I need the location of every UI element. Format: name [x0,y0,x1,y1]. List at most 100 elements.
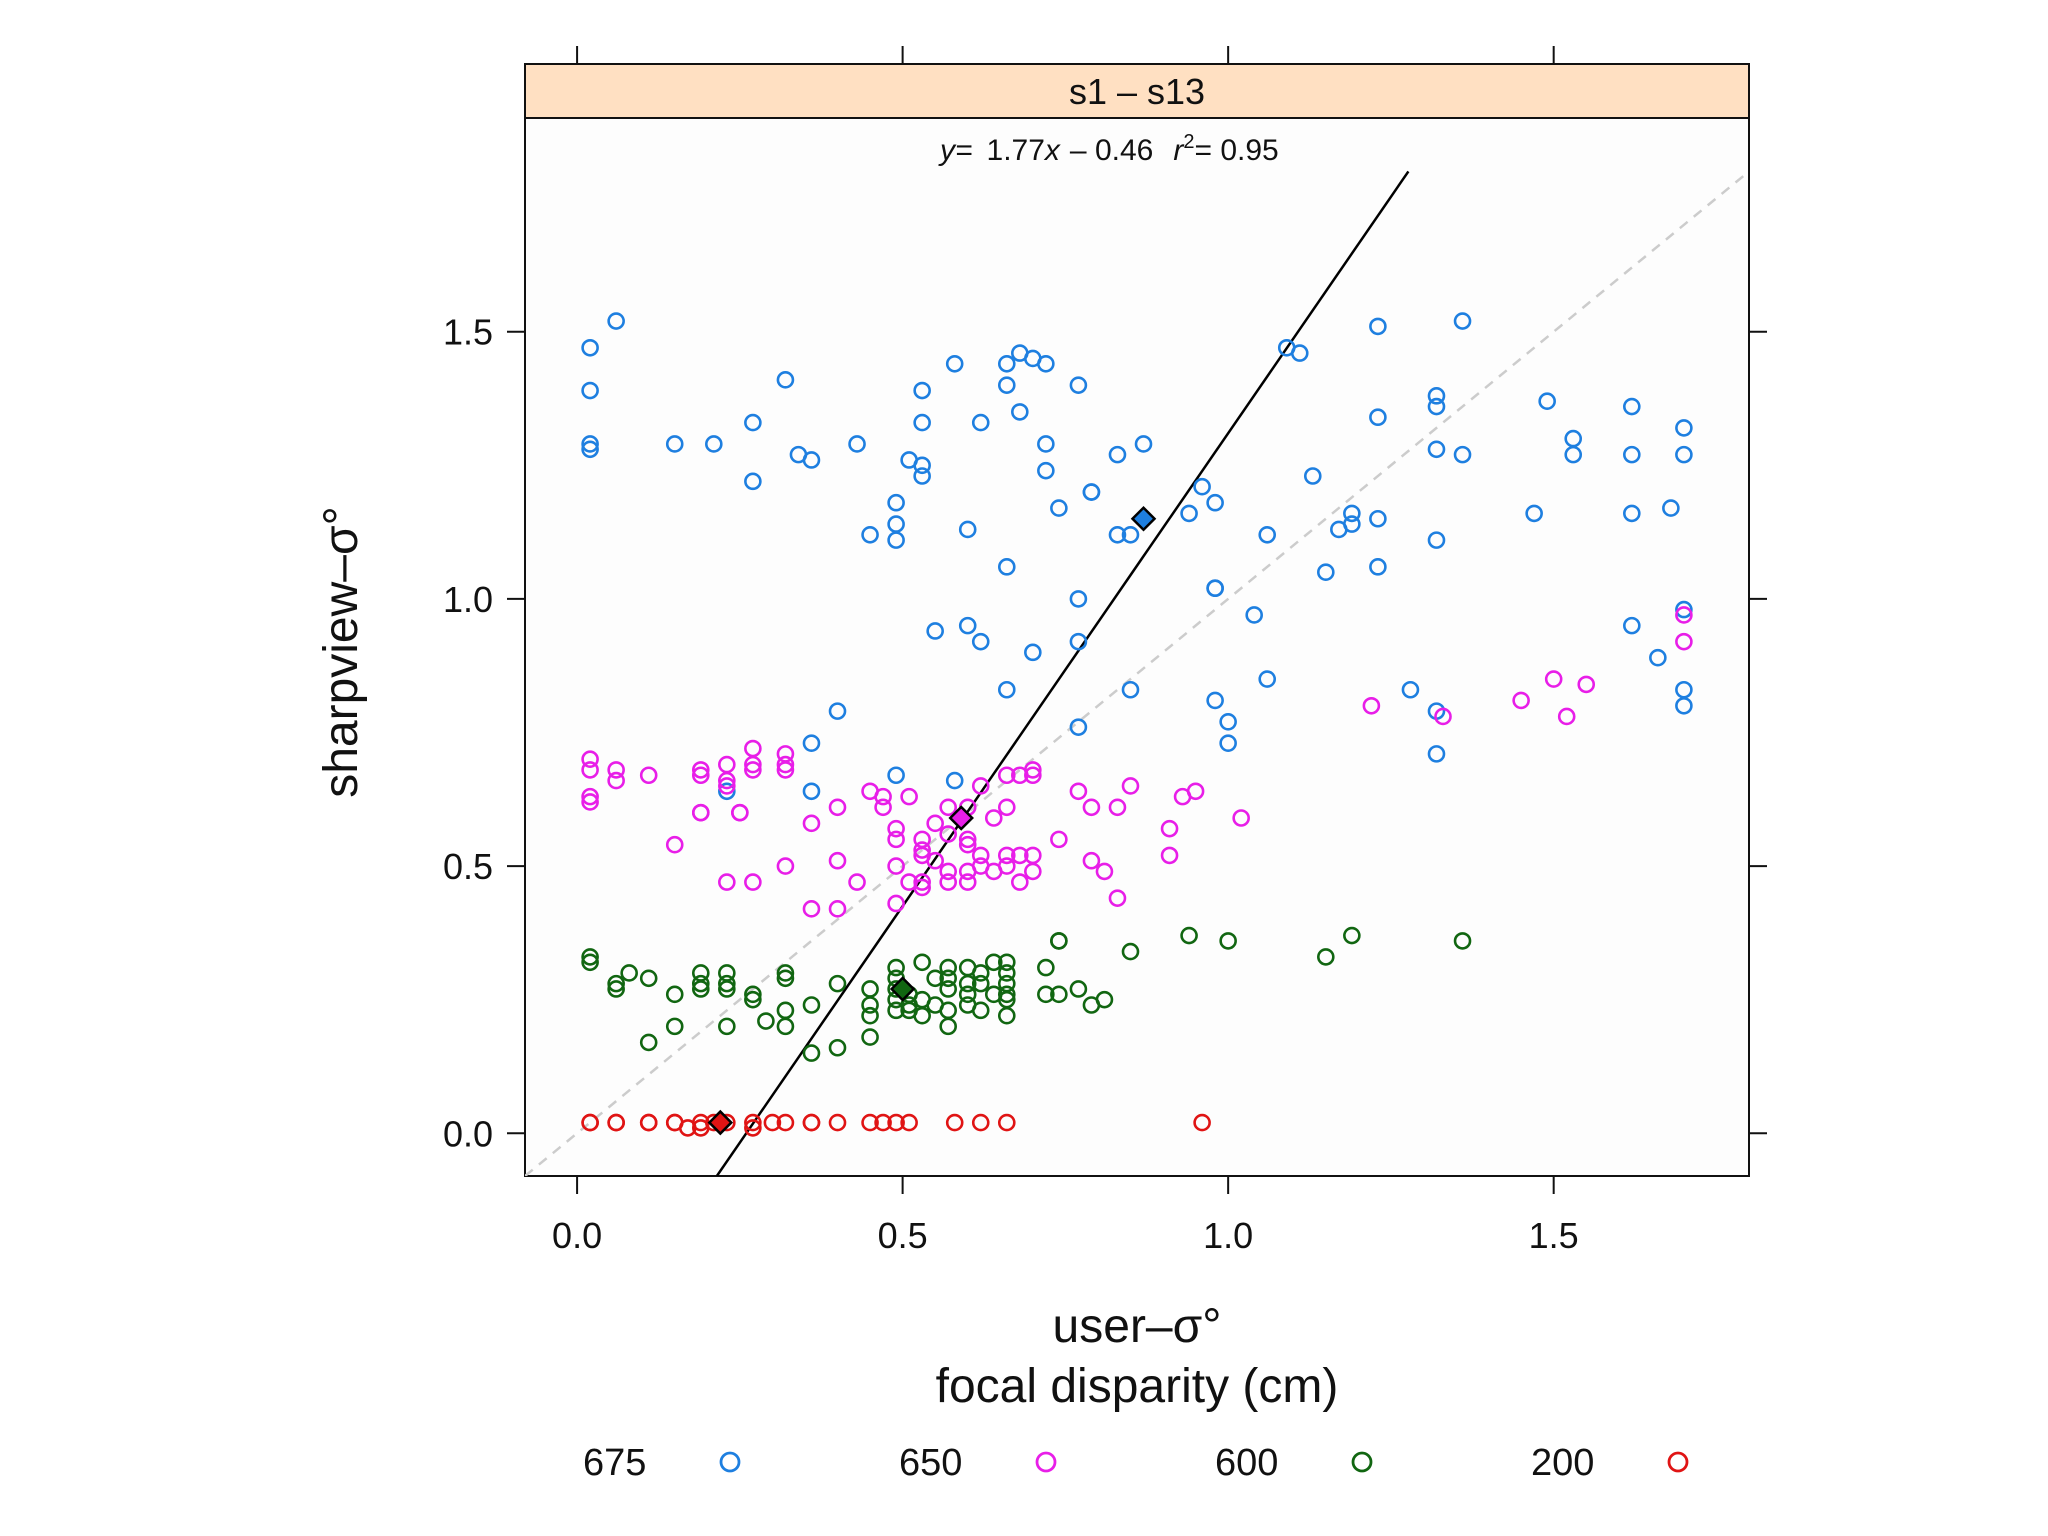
data-point [997,558,1016,576]
data-point [874,798,892,817]
data-point [802,782,821,801]
data-point [997,1006,1016,1025]
data-point [913,381,931,400]
data-point [913,413,931,432]
data-point [926,969,944,988]
data-point [1369,317,1387,336]
legend-label-650: 650 [899,1442,962,1484]
data-point [1024,643,1042,662]
equation-y: y= [938,134,973,167]
data-point [639,1113,658,1132]
data-point [861,1006,879,1025]
data-point [958,835,977,854]
data-point [939,873,957,891]
data-point [861,1113,879,1132]
data-point [913,456,931,475]
data-point [718,782,736,801]
data-point [581,761,599,779]
data-point [581,440,599,459]
data-point [1427,440,1446,459]
data-point [1082,798,1101,817]
data-point [1206,493,1224,512]
data-point [744,990,762,1009]
data-point [1343,926,1361,945]
data-point [639,969,658,988]
data-point [665,1017,684,1036]
data-point [913,467,931,485]
equation-r-exponent: 2 [1183,131,1194,153]
legend-symbol-675 [719,1451,741,1473]
data-point [1369,509,1387,528]
data-point [997,376,1016,394]
data-point [1245,606,1263,624]
data-point [1050,830,1068,849]
data-point [1037,354,1055,373]
data-point [802,734,821,752]
data-point [1121,777,1140,795]
data-point [1258,670,1277,688]
data-point [1206,579,1224,598]
data-points [581,312,1693,1137]
data-point [1427,531,1446,549]
data-point [1050,932,1068,950]
x-tick-label: 1.0 [1203,1215,1253,1256]
data-point [1108,889,1127,907]
x-axis-subtitle: focal disparity (cm) [936,1360,1339,1413]
data-point [828,974,847,993]
data-point [1343,504,1361,523]
data-point [607,761,625,779]
data-point [665,985,684,1004]
equation-x: x [1043,134,1061,167]
data-point [997,766,1016,785]
data-point [887,958,905,977]
data-point [971,413,990,432]
data-point [802,814,821,833]
data-point [874,1113,892,1132]
data-point [913,878,931,897]
strip-label: s1 – s13 [1069,71,1205,112]
data-point [1675,445,1693,464]
data-point [744,755,762,774]
series-650 [581,606,1693,918]
data-point [984,953,1003,972]
data-point [1219,713,1237,731]
data-point [1160,819,1179,838]
data-point [1623,445,1641,464]
data-point [1180,926,1198,945]
data-point [581,750,599,769]
data-point [802,451,821,469]
data-point [1108,525,1127,544]
data-point [1427,387,1446,405]
data-point [691,761,710,779]
data-point [776,969,795,988]
data-point [1623,504,1641,523]
data-point [1082,483,1101,501]
data-point [1538,392,1556,411]
data-point [945,354,964,373]
data-point [1037,985,1055,1004]
data-point [581,948,599,966]
data-point [1232,809,1250,827]
data-point [665,435,684,453]
data-point [1069,980,1088,998]
data-point [581,1113,599,1132]
data-point [1069,782,1088,801]
data-point [997,964,1016,982]
data-point [939,825,957,843]
data-point [939,1017,957,1036]
data-point [1037,435,1055,453]
data-point [1557,707,1576,726]
data-point [997,857,1016,875]
data-point [926,851,944,870]
data-point [1108,445,1127,464]
data-point [581,787,599,806]
data-point [887,1113,905,1132]
data-point [1108,798,1127,817]
data-point [828,900,847,918]
data-point [939,798,957,817]
data-point [718,974,736,993]
legend-symbol-200 [1667,1451,1689,1473]
data-point [874,787,892,806]
legend-symbol-600 [1351,1451,1373,1473]
data-point [1258,525,1277,544]
